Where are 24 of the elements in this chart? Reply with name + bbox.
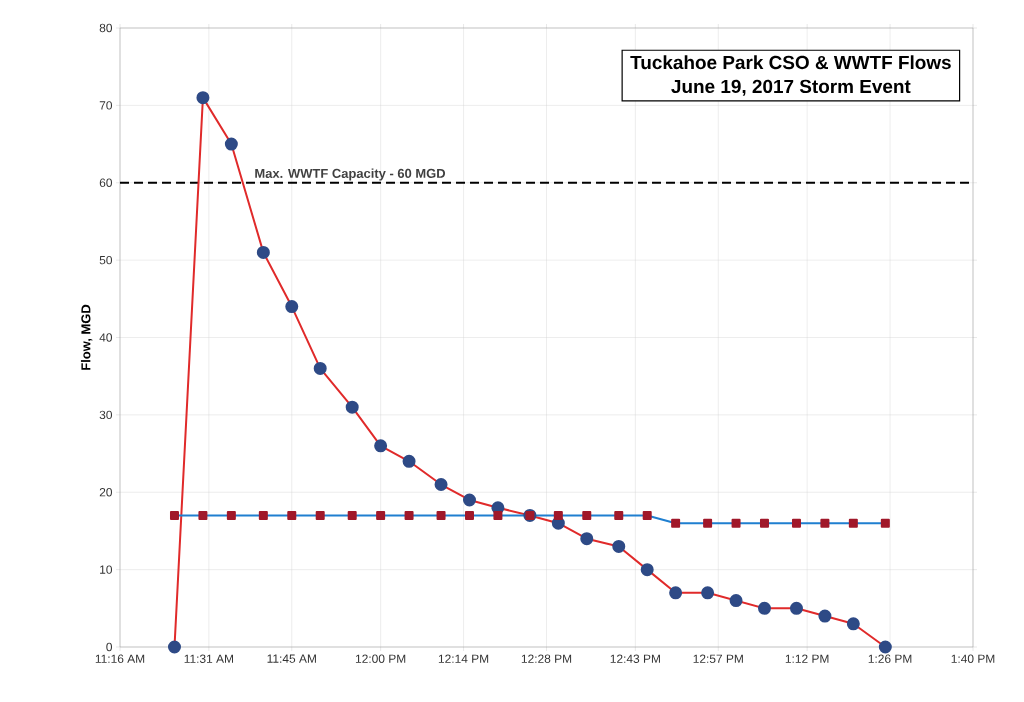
y-tick-label: 0 bbox=[106, 642, 113, 652]
ref-line-label: Max. WWTF Capacity - 60 MGD bbox=[255, 168, 446, 181]
x-tick-label: 12:57 PM bbox=[693, 654, 743, 663]
y-tick-label: 20 bbox=[99, 488, 113, 497]
x-tick-label: 12:00 PM bbox=[355, 654, 406, 663]
x-tick-label: 12:28 PM bbox=[521, 654, 572, 663]
y-tick-label: 40 bbox=[99, 333, 113, 342]
y-tick-label: 70 bbox=[99, 101, 113, 110]
y-tick-label: 50 bbox=[99, 255, 113, 265]
x-tick-label: 1:26 PM bbox=[868, 654, 912, 663]
x-tick-label: 11:45 AM bbox=[267, 654, 316, 663]
text: Tuckahoe Park CSO & WWTF Flows bbox=[630, 55, 951, 70]
y-tick-label: 10 bbox=[100, 565, 113, 574]
x-tick-label: 1:12 PM bbox=[785, 654, 829, 663]
x-tick-label: 12:43 PM bbox=[610, 654, 660, 663]
x-tick-label: 12:14 PM bbox=[438, 654, 489, 663]
y-tick-label: 30 bbox=[99, 410, 113, 420]
x-tick-label: 1:40 PM bbox=[951, 654, 995, 663]
text: June 19, 2017 Storm Event bbox=[671, 79, 911, 96]
x-tick-label: 11:16 AM bbox=[95, 654, 145, 663]
y-tick-label: 60 bbox=[99, 178, 113, 187]
y-axis-title: Flow, MGD bbox=[80, 304, 93, 370]
y-tick-label: 80 bbox=[99, 23, 113, 33]
x-tick-label: 11:31 AM bbox=[184, 654, 233, 663]
